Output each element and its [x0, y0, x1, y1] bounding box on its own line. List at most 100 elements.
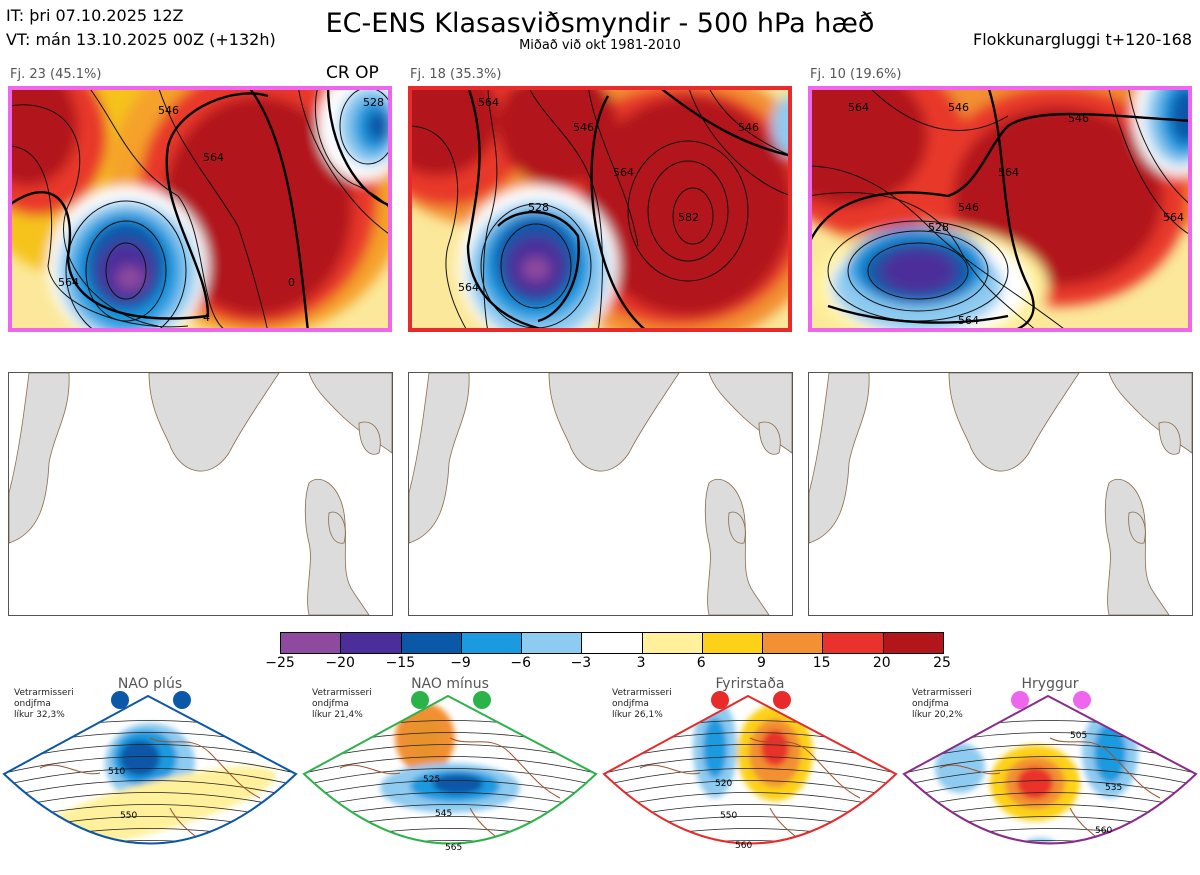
- regime-marker-dot: [711, 691, 729, 709]
- regime-contour-label: 565: [445, 843, 462, 853]
- colorbar-tick-label: 15: [812, 655, 831, 671]
- regime-map: 520 550 560 Fyrirstaða Vetrarmisseri ondjfma l…: [600, 676, 900, 871]
- colorbar-swatch: [823, 633, 884, 653]
- height-contour: [904, 840, 1196, 844]
- regime-info: Vetrarmisseri: [14, 688, 74, 698]
- colorbar-tick-label: −3: [570, 655, 592, 671]
- colorbar-swatch: [702, 633, 764, 653]
- regime-marker-dot: [111, 691, 129, 709]
- height-contour: [0, 853, 300, 871]
- height-contour: [304, 780, 596, 799]
- regime-info: líkur 20,2%: [912, 710, 963, 720]
- height-contour: [904, 768, 1196, 787]
- contour-label: 564: [613, 166, 634, 179]
- anomaly-blob: [407, 716, 443, 760]
- colorbar-tick-label: −9: [450, 655, 471, 671]
- contour-label: 564: [58, 276, 79, 289]
- regime-marker-dot: [1011, 691, 1029, 709]
- colorbar-tick-label: −25: [265, 655, 295, 671]
- base-map-1: [8, 372, 393, 616]
- base-map-3: [808, 372, 1193, 616]
- contour-label: 546: [158, 104, 179, 117]
- colorbar-swatch: [522, 633, 583, 653]
- init-time: IT: þri 07.10.2025 12Z: [6, 6, 184, 25]
- anomaly-blob: [761, 730, 789, 766]
- regime-name: Fyrirstaða: [715, 676, 785, 692]
- contour-label: 564: [998, 166, 1019, 179]
- height-contour: [604, 756, 896, 775]
- regime-info: ondjfma: [612, 699, 649, 709]
- page-subtitle: Miðað við okt 1981-2010: [519, 38, 681, 53]
- colorbar-tick-label: 9: [756, 655, 766, 671]
- contour-label: 564: [1163, 211, 1184, 224]
- regime-info: ondjfma: [312, 699, 349, 709]
- colorbar-tick-label: −6: [510, 655, 532, 671]
- height-contour: [304, 768, 596, 787]
- colorbar-tick-label: 20: [872, 655, 891, 671]
- cluster-map-1: 546 564 528 564 0 4: [8, 86, 392, 332]
- height-contour: [300, 853, 600, 871]
- colorbar-tick-label: 3: [636, 655, 646, 671]
- height-contour: [304, 756, 596, 775]
- colorbar-tick-label: −20: [325, 655, 355, 671]
- colorbar-swatch: [401, 633, 462, 653]
- regime-outline: [602, 694, 898, 845]
- height-contour: [904, 756, 1196, 775]
- regime-outline: [902, 694, 1198, 845]
- colorbar-ticks: −25 −20 −15 −9 −6 −3 3 6 9 15 20 25: [265, 655, 951, 673]
- contour-label: 564: [478, 96, 499, 109]
- contour-label: 4: [203, 311, 210, 324]
- contour-label: 528: [928, 221, 949, 234]
- valid-time: VT: mán 13.10.2025 00Z (+132h): [6, 30, 276, 49]
- panel-1-label: Fj. 23 (45.1%): [10, 67, 102, 82]
- regime-contour-label: 525: [423, 775, 440, 785]
- contour-label: 546: [958, 201, 979, 214]
- coastline: [939, 737, 1161, 844]
- regime-contour-label: 510: [108, 767, 125, 777]
- height-contour: [600, 853, 900, 871]
- panel-2-frame: [408, 86, 792, 332]
- colorbar-swatch: [883, 633, 943, 653]
- regime-info: líkur 21,4%: [312, 710, 363, 720]
- cluster-map-2: 564 546 546 564 582 528 564: [408, 86, 792, 332]
- regime-map: 525 545 565 NAO mínus Vetrarmisseri ondjfma lí…: [300, 676, 600, 871]
- contour-label: 564: [958, 314, 979, 327]
- regime-info: Vetrarmisseri: [912, 688, 972, 698]
- regime-marker-dot: [1073, 691, 1091, 709]
- coastline: [339, 737, 561, 844]
- regime-contour-label: 535: [1105, 783, 1122, 793]
- panel-3-frame: [808, 86, 1192, 332]
- contour-label: 546: [1068, 112, 1089, 125]
- colorbar-swatch: [281, 633, 342, 653]
- regime-marker-dot: [411, 691, 429, 709]
- panel-3-label: Fj. 10 (19.6%): [810, 67, 902, 82]
- regime-contour-label: 520: [715, 779, 732, 789]
- regime-map: 510 550 NAO plús Vetrarmisseri ondjfma líkur …: [0, 676, 300, 871]
- colorbar-swatch: [763, 633, 824, 653]
- colorbar-swatch: [461, 633, 523, 653]
- anomaly-blob: [120, 740, 160, 776]
- contour-label: 546: [738, 121, 759, 134]
- panel-1-tag: CR OP: [326, 63, 379, 83]
- colorbar-tick-label: −15: [385, 655, 416, 671]
- contour-label: 528: [528, 201, 549, 214]
- classification-window: Flokkunargluggi t+120-168: [973, 30, 1192, 49]
- regime-info: Vetrarmisseri: [612, 688, 672, 698]
- cluster-map-3: 564 546 546 564 546 528 564 564: [808, 86, 1192, 332]
- regime-contour-label: 545: [435, 809, 452, 819]
- contour-label: 564: [848, 101, 869, 114]
- anomaly-blob: [433, 774, 483, 794]
- height-contour: [4, 768, 296, 787]
- contour-label: 564: [203, 151, 224, 164]
- colorbar-tick-label: 25: [933, 655, 951, 671]
- regime-outline: [2, 694, 298, 845]
- height-contour: [4, 756, 296, 775]
- base-map-2: [408, 372, 793, 616]
- regime-outline: [302, 694, 598, 845]
- regime-info: líkur 26,1%: [612, 710, 663, 720]
- anomaly-blob: [1017, 767, 1053, 799]
- regime-contour-label: 505: [1070, 731, 1087, 741]
- regime-name: NAO plús: [117, 676, 183, 692]
- regime-marker-dot: [173, 691, 191, 709]
- contour-label: 546: [573, 121, 594, 134]
